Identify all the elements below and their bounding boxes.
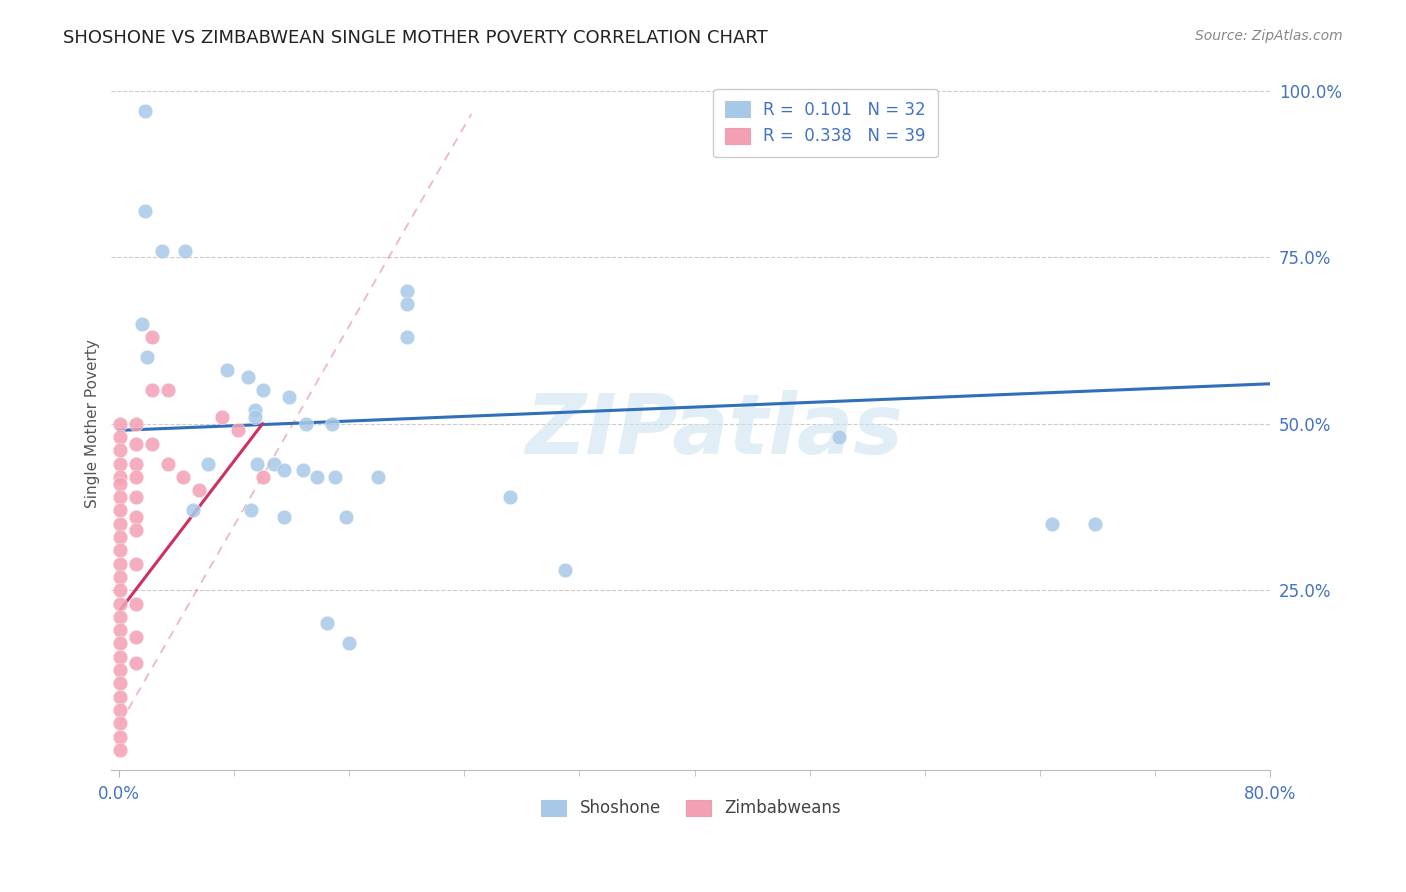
Point (263, 457, 285, 471)
Point (108, 476, 131, 491)
Point (156, 457, 179, 471)
Text: Source: ZipAtlas.com: Source: ZipAtlas.com (1195, 29, 1343, 43)
Point (108, 543, 131, 558)
Point (136, 350, 159, 364)
Point (108, 417, 131, 431)
Point (1040, 516, 1063, 531)
Point (183, 503, 205, 517)
Point (211, 410, 233, 425)
Point (108, 530, 131, 544)
Point (395, 330, 418, 344)
Point (245, 403, 267, 417)
Point (125, 436, 148, 450)
Point (172, 470, 194, 484)
Point (252, 384, 274, 398)
Point (125, 597, 148, 611)
Point (1084, 516, 1107, 531)
Point (108, 703, 131, 717)
Point (108, 570, 131, 584)
Point (125, 457, 148, 471)
Point (277, 390, 299, 404)
Point (108, 457, 131, 471)
Point (108, 470, 131, 484)
Point (321, 417, 343, 431)
Point (215, 363, 238, 377)
Point (108, 730, 131, 744)
Y-axis label: Single Mother Poverty: Single Mother Poverty (86, 339, 100, 508)
Point (173, 244, 195, 258)
Point (108, 443, 131, 458)
Point (108, 583, 131, 598)
Point (108, 503, 131, 517)
Point (108, 663, 131, 677)
Point (226, 423, 249, 437)
Point (141, 436, 163, 450)
Point (141, 384, 163, 398)
Point (238, 370, 260, 384)
Point (125, 490, 148, 504)
Point (337, 636, 360, 650)
Point (188, 483, 211, 498)
Point (108, 716, 131, 731)
Point (307, 470, 329, 484)
Point (141, 330, 163, 344)
Point (294, 417, 316, 431)
Point (395, 297, 418, 311)
Point (125, 657, 148, 671)
Point (108, 743, 131, 757)
Point (150, 244, 173, 258)
Point (108, 490, 131, 504)
Point (108, 557, 131, 571)
Point (125, 470, 148, 484)
Point (240, 503, 263, 517)
Legend: Shoshone, Zimbabweans: Shoshone, Zimbabweans (534, 793, 848, 824)
Point (323, 470, 346, 484)
Point (131, 317, 153, 331)
Point (273, 463, 295, 477)
Point (827, 430, 849, 444)
Point (335, 510, 357, 524)
Point (108, 636, 131, 650)
Point (554, 563, 576, 577)
Point (197, 457, 219, 471)
Point (273, 510, 295, 524)
Point (499, 490, 522, 504)
Point (156, 384, 179, 398)
Point (108, 623, 131, 637)
Point (125, 417, 148, 431)
Point (108, 610, 131, 624)
Point (108, 430, 131, 444)
Point (246, 457, 269, 471)
Point (108, 516, 131, 531)
Point (108, 649, 131, 664)
Point (125, 510, 148, 524)
Point (395, 284, 418, 298)
Point (316, 616, 339, 631)
Point (252, 470, 274, 484)
Point (291, 463, 314, 477)
Point (125, 630, 148, 644)
Text: SHOSHONE VS ZIMBABWEAN SINGLE MOTHER POVERTY CORRELATION CHART: SHOSHONE VS ZIMBABWEAN SINGLE MOTHER POV… (63, 29, 768, 46)
Point (125, 557, 148, 571)
Point (108, 690, 131, 704)
Text: ZIPatlas: ZIPatlas (526, 390, 903, 471)
Point (125, 523, 148, 537)
Point (134, 203, 156, 218)
Point (108, 597, 131, 611)
Point (134, 103, 156, 118)
Point (245, 410, 267, 425)
Point (367, 470, 389, 484)
Point (108, 676, 131, 690)
